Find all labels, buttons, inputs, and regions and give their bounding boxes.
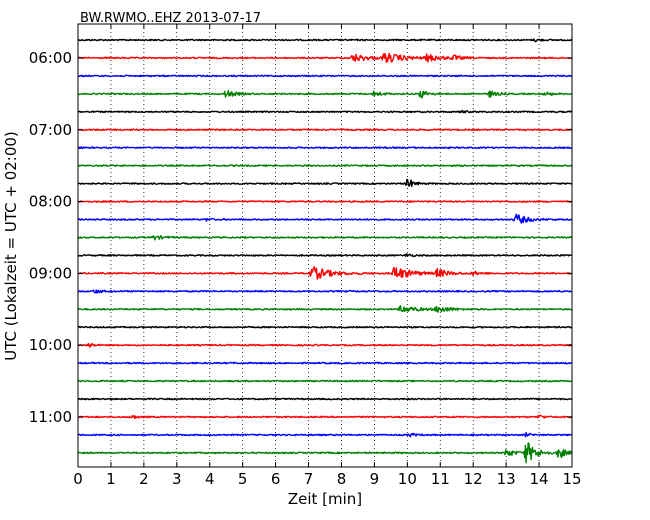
x-tick-label: 9 [370, 470, 380, 488]
x-tick-label: 13 [497, 470, 516, 488]
trace-line [77, 213, 573, 224]
x-tick-label: 10 [398, 470, 417, 488]
trace-line [77, 109, 573, 114]
y-tick-label: 09:00 [29, 264, 72, 282]
y-tick-label: 10:00 [29, 336, 72, 354]
x-axis-label: Zeit [min] [288, 490, 362, 508]
x-tick-label: 0 [73, 470, 83, 488]
x-tick-label: 3 [172, 470, 182, 488]
x-tick-label: 4 [205, 470, 215, 488]
x-tick-label: 15 [562, 470, 581, 488]
trace-line [77, 178, 573, 188]
x-tick-label: 6 [271, 470, 281, 488]
chart-title: BW.RWMO..EHZ 2013-07-17 [80, 11, 261, 26]
seismogram-traces [77, 38, 573, 464]
trace-line [77, 74, 573, 78]
trace-line [77, 442, 573, 464]
trace-line [77, 325, 573, 329]
y-tick-label: 11:00 [29, 408, 72, 426]
trace-line [77, 164, 572, 167]
x-tick-label: 14 [530, 470, 549, 488]
trace-line [77, 361, 573, 365]
trace-line [77, 146, 573, 150]
trace-line [78, 52, 573, 64]
trace-line [77, 397, 573, 401]
plot-frame [77, 23, 573, 468]
x-axis-ticks: 0 1 2 3 4 5 6 7 8 9 10 11 12 13 14 15 [73, 24, 582, 488]
x-tick-label: 11 [431, 470, 450, 488]
trace-line [77, 38, 573, 43]
trace-line [78, 305, 572, 313]
x-tick-label: 1 [106, 470, 116, 488]
x-tick-label: 8 [337, 470, 347, 488]
y-axis-ticks: 06:00 07:00 08:00 09:00 10:00 11:00 [29, 49, 572, 426]
y-tick-label: 08:00 [29, 193, 72, 211]
trace-line [77, 200, 573, 203]
trace-line [77, 431, 573, 438]
y-axis-label: UTC (Lokalzeit = UTC + 02:00) [2, 131, 20, 361]
trace-line [77, 235, 573, 241]
trace-line [77, 289, 573, 294]
x-tick-label: 2 [139, 470, 149, 488]
trace-line [77, 342, 573, 348]
y-tick-label: 06:00 [29, 49, 72, 67]
x-tick-label: 12 [464, 470, 483, 488]
trace-line [77, 253, 573, 258]
trace-line [77, 89, 573, 99]
plot-background [78, 24, 572, 467]
trace-line [78, 414, 573, 419]
x-tick-label: 5 [238, 470, 248, 488]
trace-line [77, 266, 573, 280]
trace-line [77, 128, 573, 132]
y-tick-label: 07:00 [29, 121, 72, 139]
trace-line [77, 379, 573, 383]
x-tick-label: 7 [304, 470, 314, 488]
